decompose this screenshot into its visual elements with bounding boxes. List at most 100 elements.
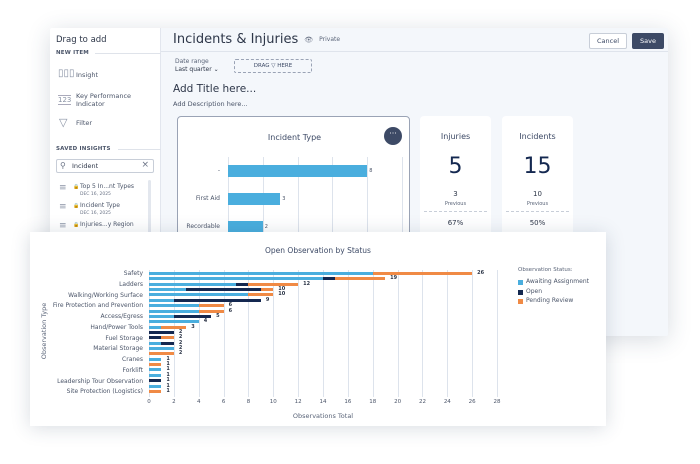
lock-icon: 🔒 — [73, 184, 80, 190]
bar-segment — [149, 379, 162, 383]
x-tick-label: 28 — [493, 399, 501, 406]
data-label: 19 — [390, 275, 398, 282]
data-label: 9 — [265, 296, 270, 303]
sidebar-item-filter[interactable]: ▽ Filter — [56, 116, 156, 130]
bar-segment — [149, 320, 199, 324]
insight-bars-icon: ≡ — [59, 202, 67, 212]
gridline — [298, 270, 300, 398]
kpi-previous-value: 3 — [453, 190, 458, 198]
y-tick-label: Fuel Storage — [105, 334, 143, 342]
insight-name: Injuries...y Region — [80, 221, 134, 228]
gridline — [332, 157, 334, 267]
gridline — [497, 270, 499, 398]
bar-segment — [149, 336, 162, 340]
category-label: First Aid — [195, 195, 220, 202]
gridline — [223, 270, 225, 398]
eye-off-icon: 👁 — [304, 35, 314, 44]
bar-segment — [248, 282, 299, 286]
date-range-select[interactable]: Last quarter ⌄ — [175, 66, 219, 73]
x-tick-label: 10 — [269, 399, 277, 406]
insight-name: Top 5 In...nt Types — [80, 183, 135, 190]
lock-icon: 🔒 — [73, 203, 80, 209]
bar-chart-icon: ▯▯▯ — [58, 68, 75, 79]
bar-segment — [372, 272, 473, 275]
data-label: 2 — [178, 339, 183, 346]
legend-title: Observation Status: — [518, 267, 573, 273]
clear-search-icon[interactable]: × — [141, 160, 149, 170]
visibility-label[interactable]: Private — [319, 36, 341, 43]
bar-segment — [149, 282, 236, 286]
x-tick-label: 20 — [394, 399, 402, 406]
chevron-down-icon: ⌄ — [213, 66, 219, 73]
gridline — [422, 270, 424, 398]
gridline — [173, 270, 175, 398]
y-axis-title: Observation Type — [40, 302, 48, 360]
insight-bars-icon: ≡ — [59, 183, 67, 193]
bar-segment — [323, 277, 336, 281]
bar-segment — [248, 293, 274, 297]
sidebar-item-label: Key Performance Indicator — [76, 92, 132, 108]
data-label: 8 — [369, 168, 373, 174]
y-tick-label: Forklift — [122, 366, 143, 374]
data-label: 5 — [216, 312, 220, 319]
bar-segment — [149, 325, 162, 329]
chart-title: Incident Type — [267, 133, 322, 142]
chart-title: Open Observation by Status — [265, 246, 371, 255]
bar — [228, 165, 368, 177]
bar-segment — [149, 347, 174, 351]
bar-segment — [149, 389, 162, 393]
saved-insight-item[interactable]: ≡ 🔒 Top 5 In...nt Types DEC 16, 2025 — [56, 183, 146, 201]
sidebar-title: Drag to add — [56, 35, 107, 45]
dashboard-title-input[interactable]: Add Title here... — [173, 83, 257, 95]
bar-segment — [149, 272, 373, 275]
bar-segment — [149, 352, 174, 356]
search-input[interactable]: Incident — [72, 162, 99, 170]
gridline — [397, 270, 399, 398]
legend-swatch — [518, 299, 523, 304]
gridline — [297, 157, 299, 267]
bar-segment — [149, 373, 162, 377]
kpi-change: 67% — [447, 219, 464, 227]
cancel-button[interactable]: Cancel — [589, 33, 627, 49]
data-label: 2 — [178, 345, 183, 352]
data-label: 2 — [264, 224, 268, 230]
kpi-previous-label: Previous — [444, 201, 467, 207]
kpi-divider — [424, 211, 487, 212]
kpi-previous-label: Previous — [526, 201, 549, 207]
sidebar-item-insight[interactable]: ▯▯▯ Insight — [56, 68, 156, 82]
date-range-value: Last quarter — [175, 66, 212, 73]
bar-segment — [198, 309, 224, 313]
bar-segment — [149, 368, 162, 372]
lock-icon: 🔒 — [73, 222, 80, 228]
scrollbar[interactable] — [148, 180, 151, 240]
bar-segment — [161, 341, 174, 345]
saved-insight-item[interactable]: ≡ 🔒 Incident Type DEC 16, 2025 — [56, 202, 146, 220]
kpi-divider — [506, 211, 569, 212]
kpi-value: 5 — [448, 154, 463, 179]
data-label: 26 — [477, 270, 485, 276]
bar-segment — [149, 330, 174, 334]
bar-segment — [173, 298, 261, 302]
gridline — [402, 157, 403, 267]
bar-segment — [149, 288, 187, 292]
dashboard-description-input[interactable]: Add Description here... — [173, 100, 248, 108]
x-tick-label: 24 — [443, 399, 451, 406]
saved-insight-item[interactable]: ≡ 🔒 Injuries...y Region — [56, 221, 146, 239]
data-label: 1 — [166, 382, 170, 389]
x-tick-label: 2 — [172, 399, 176, 406]
kpi-title: Injuries — [440, 132, 471, 141]
kpi-title: Incidents — [519, 132, 556, 141]
filter-drop-zone[interactable]: DRAG ▽ HERE — [234, 59, 312, 73]
sidebar-item-kpi[interactable]: 123 Key Performance Indicator — [56, 92, 156, 112]
bar-segment — [161, 325, 187, 329]
gridline — [323, 270, 325, 398]
data-label: 3 — [191, 323, 195, 330]
bar-segment — [161, 336, 174, 340]
bar-segment — [236, 282, 249, 286]
save-button[interactable]: Save — [632, 33, 664, 49]
saved-insights-search[interactable]: ⚲ Incident × — [56, 159, 154, 173]
gridline — [367, 157, 369, 267]
y-tick-label: Ladders — [119, 280, 143, 288]
bar-segment — [149, 304, 199, 308]
more-options-icon[interactable]: ··· — [384, 127, 402, 145]
